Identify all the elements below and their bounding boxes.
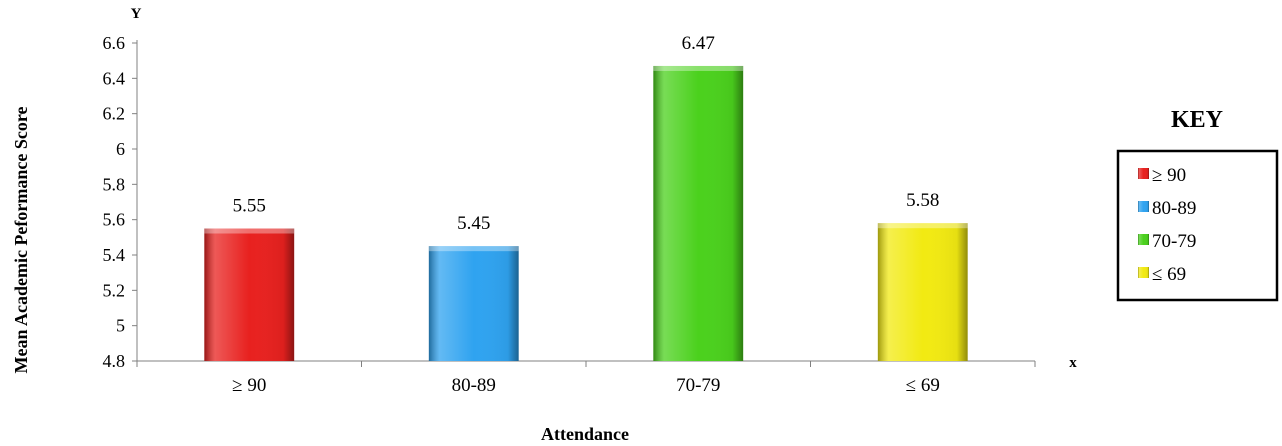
- legend-label: 70-79: [1152, 231, 1196, 252]
- y-tick-label: 5.4: [103, 245, 126, 265]
- y-tick-label: 4.8: [103, 351, 126, 371]
- y-axis-letter: Y: [131, 6, 142, 22]
- bar: [877, 223, 968, 361]
- legend-label: 80-89: [1152, 198, 1196, 219]
- legend-title: KEY: [1171, 107, 1223, 133]
- y-axis: 4.8 5 5.2 5.4 5.6 5.8 6 6.2 6.4 6.6: [103, 33, 138, 371]
- bar-top-highlight: [877, 223, 968, 229]
- data-label: 5.45: [457, 213, 490, 234]
- y-tick-label: 5.6: [103, 210, 126, 230]
- x-tick-label: 80-89: [452, 375, 496, 396]
- y-tick-label: 6: [116, 139, 125, 159]
- legend-swatch-bevel: [1138, 267, 1149, 278]
- legend: KEY ≥ 90 80-89 70-79 ≤ 69: [1116, 107, 1279, 302]
- legend-entry: ≤ 69: [1138, 264, 1186, 285]
- y-tick-label: 6.4: [103, 68, 126, 88]
- legend-label: ≥ 90: [1152, 165, 1186, 186]
- y-tick-label: 5: [116, 316, 125, 336]
- legend-label: ≤ 69: [1152, 264, 1186, 285]
- bar-bevel: [877, 223, 968, 361]
- legend-swatch-bevel: [1138, 168, 1149, 179]
- data-labels: 5.55 5.45 6.47 5.58: [233, 33, 940, 234]
- data-label: 5.55: [233, 196, 266, 217]
- y-tick-label: 6.6: [103, 33, 126, 53]
- bar-bevel: [653, 65, 744, 361]
- x-axis: ≥ 90 80-89 70-79 ≤ 69: [136, 360, 1036, 396]
- y-tick-label: 5.2: [103, 280, 126, 300]
- legend-swatch-bevel: [1138, 201, 1149, 212]
- data-label: 5.58: [906, 190, 939, 211]
- y-tick-label: 6.2: [103, 104, 126, 124]
- x-tick-label: 70-79: [676, 375, 720, 396]
- bar-top-highlight: [428, 246, 519, 252]
- y-axis-title: Mean Academic Peformance Score: [11, 106, 31, 373]
- legend-entry: ≥ 90: [1138, 165, 1186, 186]
- x-axis-title: Attendance: [541, 424, 629, 444]
- bar-top-highlight: [653, 65, 744, 71]
- bars: [204, 65, 968, 361]
- bar-top-highlight: [204, 228, 295, 234]
- legend-entry: 70-79: [1138, 231, 1196, 252]
- bar-bevel: [428, 246, 519, 361]
- x-tick-label: ≥ 90: [232, 375, 266, 396]
- bar: [428, 246, 519, 361]
- x-axis-letter: x: [1069, 355, 1077, 371]
- bar: [204, 228, 295, 361]
- x-tick-label: ≤ 69: [906, 375, 940, 396]
- legend-entry: 80-89: [1138, 198, 1196, 219]
- bar-bevel: [204, 228, 295, 361]
- data-label: 6.47: [682, 33, 715, 54]
- legend-box: [1116, 149, 1279, 302]
- bar: [653, 65, 744, 361]
- legend-swatch-bevel: [1138, 234, 1149, 245]
- y-tick-label: 5.8: [103, 174, 126, 194]
- legend-entries: ≥ 90 80-89 70-79 ≤ 69: [1138, 165, 1196, 285]
